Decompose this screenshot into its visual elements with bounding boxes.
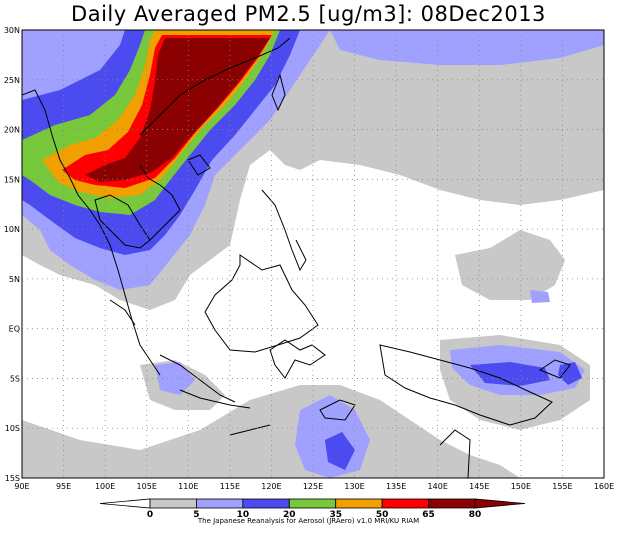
colorbar-tick-label: 5	[193, 510, 199, 520]
pm25-band-5-10	[455, 230, 565, 300]
colorbar-tick-label: 65	[422, 510, 435, 520]
map-title: Daily Averaged PM2.5 [ug/m3]: 08Dec2013	[71, 2, 546, 26]
colorbar-tick-label: 20	[283, 510, 296, 520]
longitude-tick-label: 140E	[428, 482, 448, 491]
latitude-tick-label: 5N	[9, 275, 20, 284]
pm25-band-10-20	[530, 290, 550, 303]
longitude-tick-label: 130E	[344, 482, 364, 491]
pm25-band-5-10	[22, 385, 520, 478]
latitude-tick-label: 15S	[5, 474, 20, 483]
colorbar-high-triangle	[474, 498, 526, 509]
map-border	[21, 29, 605, 479]
colorbar-tick-label: 35	[329, 510, 342, 520]
pm25-band-10-20	[155, 362, 195, 395]
longitude-tick-label: 155E	[552, 482, 572, 491]
longitude-tick-label: 125E	[303, 482, 323, 491]
colorbar-swatch	[288, 498, 337, 509]
colorbar-swatch	[381, 498, 429, 509]
pm25-shading	[22, 30, 604, 478]
latitude-tick-label: 5S	[10, 374, 20, 383]
longitude-tick-label: 100E	[95, 482, 115, 491]
colorbar-swatch	[149, 498, 197, 509]
longitude-tick-label: 95E	[56, 482, 71, 491]
coastlines	[22, 37, 571, 478]
colorbar-tick-label: 50	[376, 510, 389, 520]
longitude-tick-label: 160E	[594, 482, 614, 491]
pm25-band-20-35	[470, 362, 550, 386]
colorbar-swatch	[428, 498, 476, 509]
colorbar-low-triangle	[99, 498, 151, 509]
latitude-tick-label: 15N	[4, 175, 20, 184]
longitude-tick-label: 115E	[220, 482, 240, 491]
pm25-band-20-35	[558, 362, 582, 385]
longitude-tick-label: 135E	[386, 482, 406, 491]
pm25-band-above-80	[85, 38, 270, 182]
latitude-tick-label: 30N	[4, 26, 20, 35]
latitude-tick-label: 25N	[4, 76, 20, 85]
latitude-tick-label: 20N	[4, 126, 20, 135]
longitude-tick-label: 150E	[511, 482, 531, 491]
pm25-band-10-20	[330, 30, 604, 65]
colorbar-swatch	[335, 498, 383, 509]
longitude-tick-label: 110E	[178, 482, 198, 491]
colorbar-swatch	[242, 498, 290, 509]
longitude-tick-label: 145E	[469, 482, 489, 491]
colorbar-tick-label: 0	[147, 510, 153, 520]
latitude-tick-label: 10S	[5, 424, 20, 433]
colorbar: 0 5 10 20 35 50 65 80	[99, 498, 526, 520]
map-gridlines	[22, 30, 604, 478]
longitude-tick-label: 120E	[261, 482, 281, 491]
longitude-tick-label: 90E	[14, 482, 29, 491]
colorbar-tick-label: 80	[469, 510, 482, 520]
pm25-band-20-35	[325, 432, 355, 470]
latitude-labels: 30N 25N 20N 15N 10N 5N EQ 5S 10S 15S	[4, 26, 20, 483]
data-credit: The Japanese Reanalysis for Aerosol (JRA…	[197, 517, 420, 525]
colorbar-swatch	[196, 498, 244, 509]
longitude-tick-label: 105E	[137, 482, 157, 491]
latitude-tick-label: EQ	[9, 325, 20, 334]
longitude-labels: 90E 95E 100E 105E 110E 115E 120E 125E 130E 135E 14…	[14, 482, 614, 491]
colorbar-tick-label: 10	[237, 510, 250, 520]
latitude-tick-label: 10N	[4, 225, 20, 234]
